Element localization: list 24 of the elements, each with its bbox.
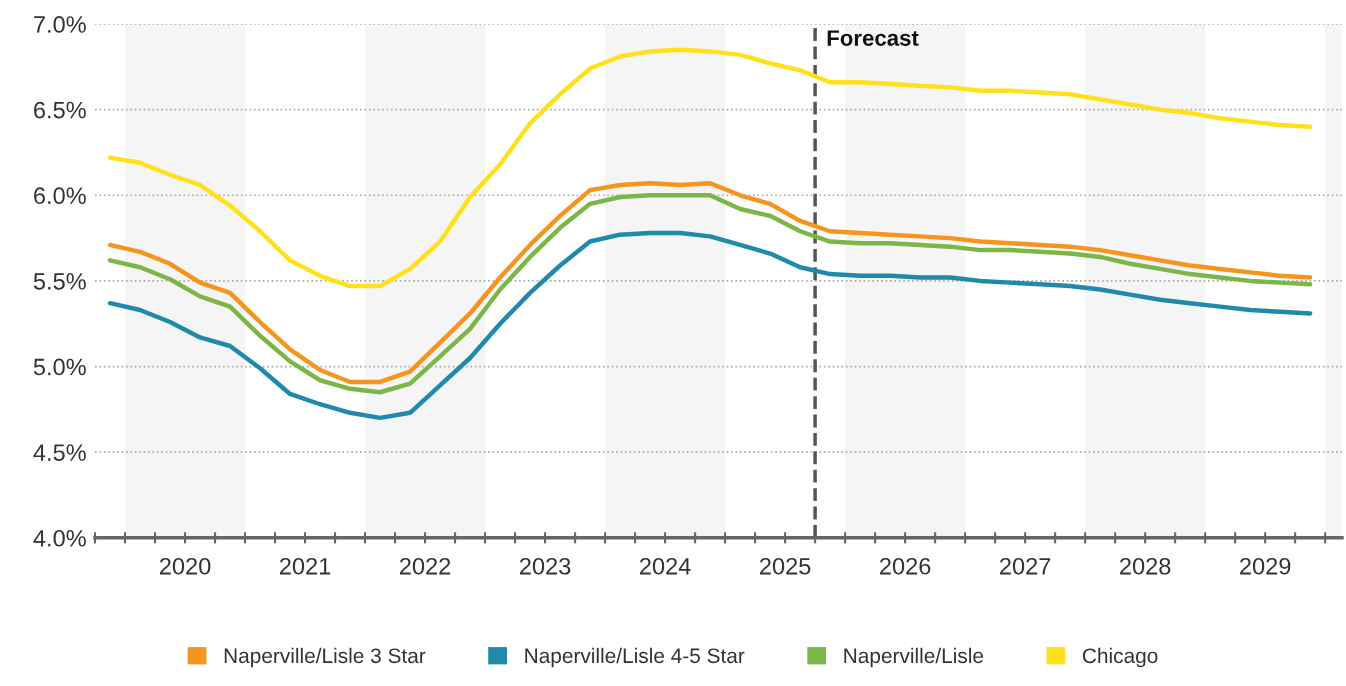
y-tick-label: 7.0% bbox=[34, 16, 86, 33]
x-tick-label: 2020 bbox=[159, 557, 211, 575]
x-tick-label: 2029 bbox=[1240, 557, 1291, 575]
x-tick-label: 2025 bbox=[760, 557, 811, 575]
legend-label: Naperville/Lisle bbox=[844, 647, 984, 668]
y-tick-label: 5.0% bbox=[33, 358, 86, 376]
line-series bbox=[107, 47, 1313, 289]
ref-line-label: Forecast bbox=[827, 30, 919, 46]
legend-label: Chicago bbox=[1082, 647, 1158, 668]
x-tick-label: 2027 bbox=[1000, 557, 1051, 575]
line-series bbox=[107, 230, 1313, 421]
x-tick-label: 2026 bbox=[880, 557, 931, 575]
y-tick-label: 6.0% bbox=[34, 187, 86, 205]
x-tick-label: 2024 bbox=[640, 557, 691, 575]
legend-label: Naperville/Lisle 3 Star bbox=[224, 647, 426, 668]
x-tick-label: 2023 bbox=[520, 557, 571, 575]
legend-label: Naperville/Lisle 4-5 Star bbox=[525, 647, 745, 668]
y-tick-label: 5.5% bbox=[33, 273, 86, 290]
x-tick-label: 2028 bbox=[1120, 557, 1171, 575]
y-tick-label: 6.5% bbox=[34, 101, 86, 119]
y-tick-label: 4.0% bbox=[33, 529, 86, 547]
y-tick-label: 4.5% bbox=[33, 444, 86, 461]
x-tick-label: 2022 bbox=[399, 557, 451, 575]
x-tick-label: 2021 bbox=[279, 557, 331, 575]
